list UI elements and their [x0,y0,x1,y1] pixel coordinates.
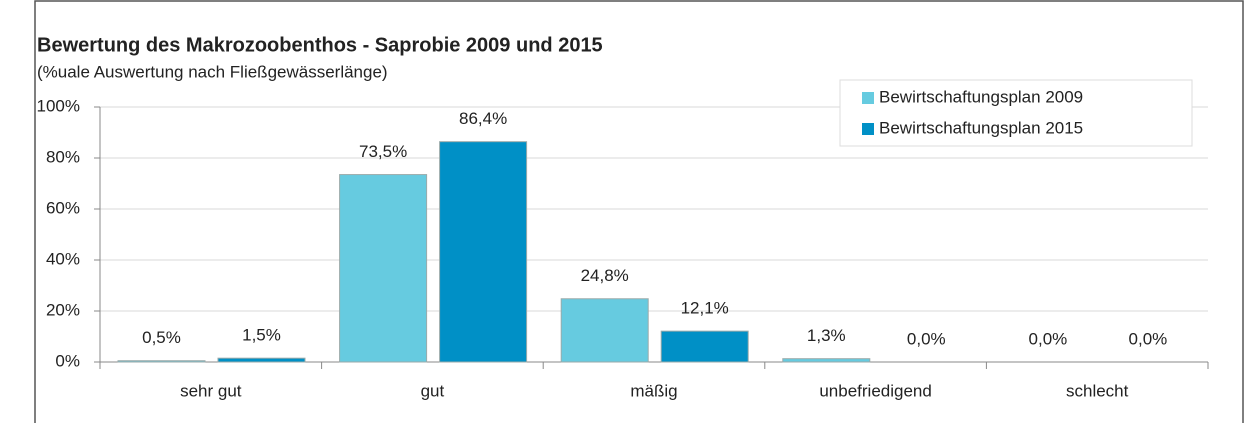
value-label: 12,1% [681,299,729,318]
y-tick-label: 0% [55,351,80,370]
value-label: 0,0% [1029,329,1068,348]
y-tick-label: 40% [46,249,80,268]
value-label: 1,5% [242,326,281,345]
y-tick-label: 60% [46,198,80,217]
bar [217,357,306,363]
x-tick-label: mäßig [630,381,677,400]
value-label: 0,5% [142,328,181,347]
value-label: 24,8% [581,266,629,285]
bar [560,298,649,363]
value-label: 1,3% [807,326,846,345]
value-label: 0,0% [1129,329,1168,348]
x-tick-label: gut [421,381,445,400]
value-label: 0,0% [907,329,946,348]
bar [339,174,428,363]
y-tick-label: 20% [46,300,80,319]
x-tick-label: schlecht [1066,381,1129,400]
value-label: 73,5% [359,142,407,161]
x-tick-label: unbefriedigend [819,381,931,400]
bar [117,360,206,363]
value-label: 86,4% [459,109,507,128]
x-tick-label: sehr gut [180,381,242,400]
legend-swatch [862,123,874,135]
legend-swatch [862,92,874,104]
legend-box [839,79,1193,147]
legend-label: Bewirtschaftungsplan 2015 [879,118,1083,137]
bar [439,141,528,363]
chart-title: Bewertung des Makrozoobenthos - Saprobie… [37,34,603,56]
bar [660,330,749,363]
chart-subtitle: (%uale Auswertung nach Fließgewässerläng… [37,62,388,81]
bar [782,358,871,363]
legend-label: Bewirtschaftungsplan 2009 [879,87,1083,106]
y-tick-label: 100% [37,96,80,115]
y-tick-label: 80% [46,147,80,166]
chart-frame [34,0,1244,423]
